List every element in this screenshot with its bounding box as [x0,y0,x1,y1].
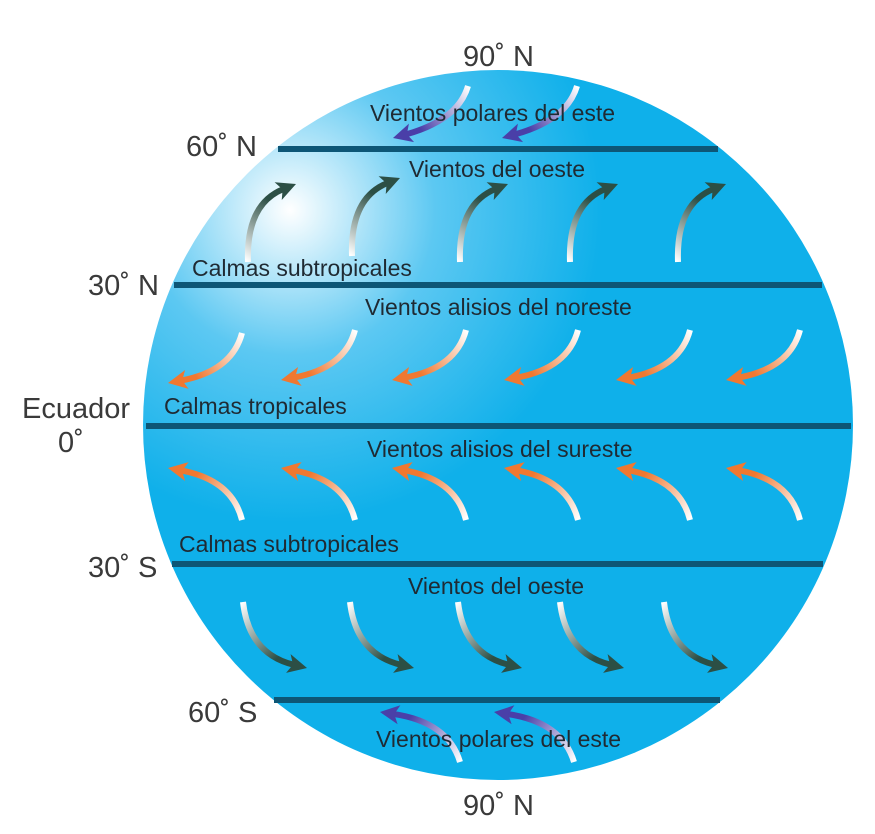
westerly-arrow [566,182,618,263]
label-60s: 60˚ S [188,697,257,729]
trade-wind-arrow [392,329,469,386]
polar-easterly-arrow [380,705,463,763]
zone-subtropical-calms-north: Calmas subtropicales [192,255,412,281]
westerly-arrow [557,601,624,673]
zone-westerlies-north: Vientos del oeste [409,156,585,182]
label-30s: 30˚ S [88,552,157,584]
polar-easterly-arrow [494,705,577,763]
latitude-lines [146,146,851,703]
trade-wind-arrow [392,462,469,521]
trade-wind-arrow [281,462,358,521]
trade-wind-arrow [616,329,693,386]
polar-easterly-arrow [393,85,471,143]
trade-wind-arrow [281,329,358,386]
label-90n-bottom: 90˚ N [463,790,534,822]
trade-wind-arrow [616,462,693,521]
westerly-arrow [674,182,726,263]
zone-tropical-calms: Calmas tropicales [164,393,347,419]
trade-wind-arrow [168,462,245,521]
label-equator: Ecuador [22,393,130,425]
trade-wind-arrow [726,462,803,521]
wind-arrows [168,85,803,763]
trade-wind-arrow [504,329,581,386]
westerly-arrow [347,601,414,673]
westerly-arrow [240,601,307,673]
zone-northeast-trades: Vientos alisios del noreste [365,294,632,320]
zone-subtropical-calms-south: Calmas subtropicales [179,531,399,557]
label-equator-deg: 0˚ [58,427,84,459]
polar-easterly-arrow [502,85,580,143]
zone-westerlies-south: Vientos del oeste [408,573,584,599]
zone-southeast-trades: Vientos alisios del sureste [367,436,633,462]
trade-wind-arrow [504,462,581,521]
westerly-arrow [348,176,400,257]
westerly-arrow [244,182,296,263]
zone-polar-easterlies-south: Vientos polares del este [376,726,621,752]
trade-wind-arrow [168,332,245,389]
label-30n: 30˚ N [88,270,159,302]
trade-wind-arrow [726,329,803,386]
westerly-arrow [455,601,522,673]
label-60n: 60˚ N [186,131,257,163]
westerly-arrow [661,601,728,673]
zone-polar-easterlies-north: Vientos polares del este [370,100,615,126]
westerly-arrow [456,182,508,263]
label-90n-top: 90˚ N [463,41,534,73]
